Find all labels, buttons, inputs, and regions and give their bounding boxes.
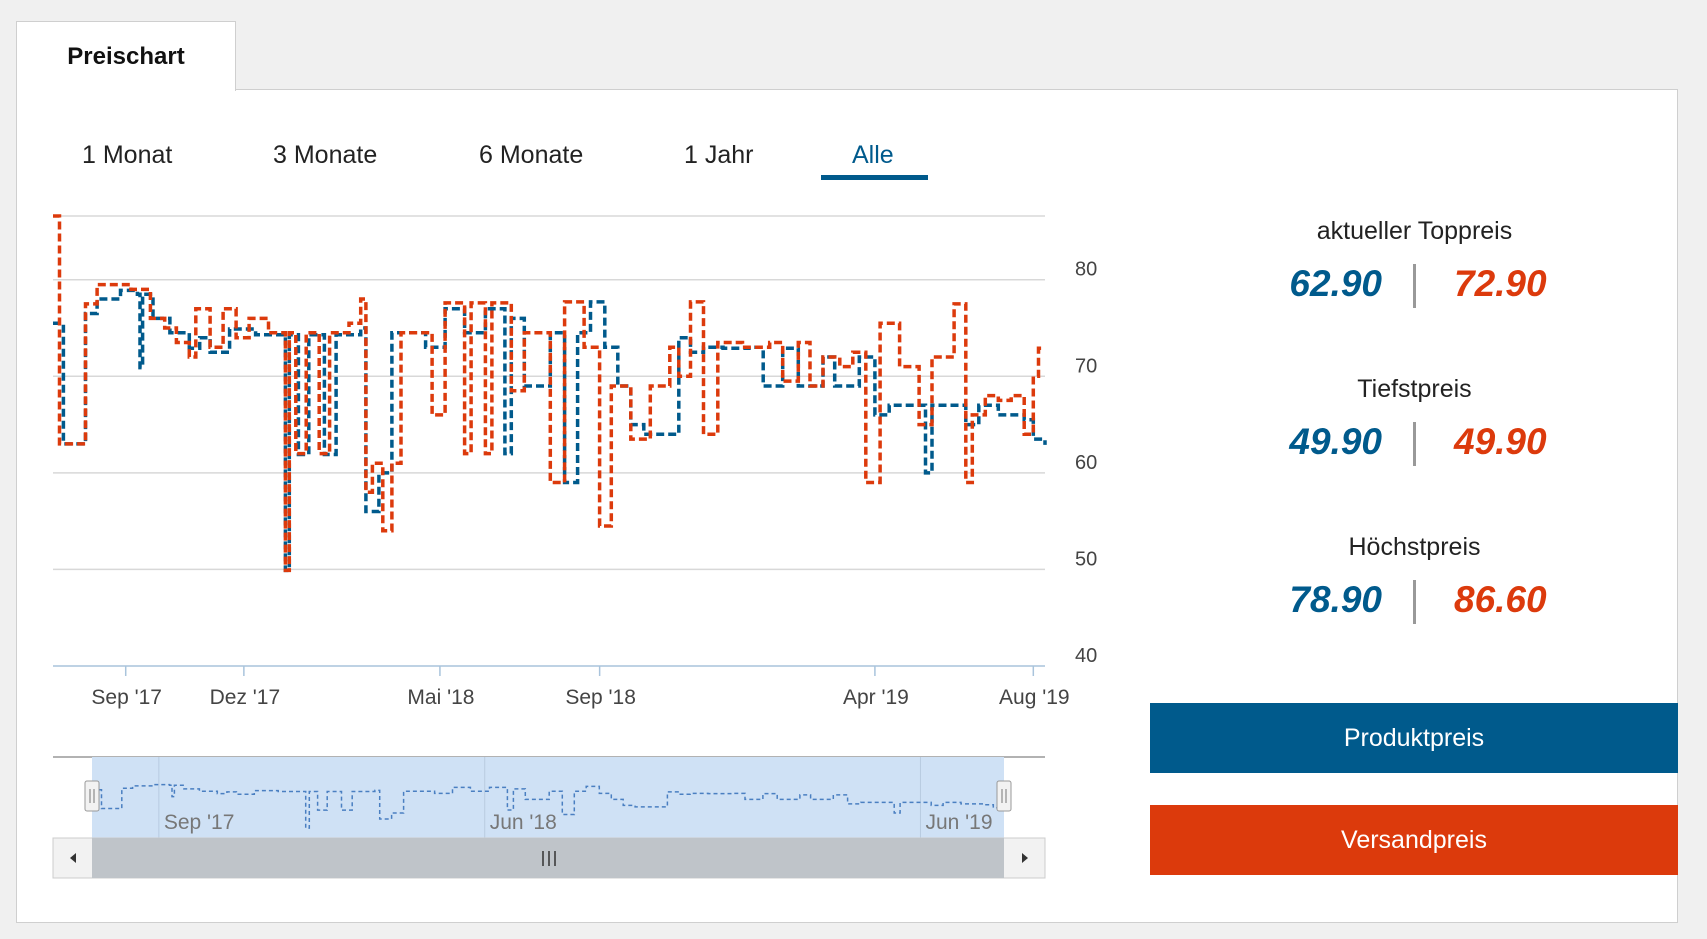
range-alle[interactable]: Alle bbox=[852, 141, 894, 169]
y-tick-label: 60 bbox=[1075, 452, 1097, 474]
active-range-indicator bbox=[821, 175, 928, 180]
versandpreis-button[interactable]: Versandpreis bbox=[1150, 805, 1678, 875]
stat-divider bbox=[1413, 580, 1416, 624]
stat-max-values: 78.90 86.60 bbox=[1152, 579, 1677, 624]
range-6-monate[interactable]: 6 Monate bbox=[479, 141, 584, 169]
series-line-produktpreis bbox=[53, 288, 1047, 573]
stat-max-shipping: 86.60 bbox=[1454, 579, 1547, 620]
stat-min-values: 49.90 49.90 bbox=[1152, 421, 1677, 466]
navigator-tick-label: Sep '17 bbox=[164, 811, 235, 834]
x-tick-label: Dez '17 bbox=[210, 686, 281, 709]
stat-current-shipping: 72.90 bbox=[1454, 263, 1547, 304]
x-tick-label: Apr '19 bbox=[843, 686, 909, 709]
y-tick-label: 50 bbox=[1075, 548, 1097, 570]
x-tick-label: Mai '18 bbox=[407, 686, 474, 709]
arrow-right-icon[interactable] bbox=[1022, 853, 1028, 863]
grip-icon[interactable] bbox=[542, 851, 556, 866]
y-tick-label: 80 bbox=[1075, 259, 1097, 281]
navigator-selection[interactable] bbox=[92, 757, 1004, 838]
scrollbar-thumb[interactable] bbox=[92, 838, 1004, 878]
range-1-monat[interactable]: 1 Monat bbox=[82, 141, 173, 169]
tab-label: Preischart bbox=[67, 42, 185, 70]
produktpreis-label: Produktpreis bbox=[1343, 723, 1485, 752]
range-1-jahr[interactable]: 1 Jahr bbox=[684, 141, 754, 169]
versandpreis-label: Versandpreis bbox=[1341, 825, 1487, 854]
stat-divider bbox=[1413, 264, 1416, 308]
y-tick-label: 70 bbox=[1075, 355, 1097, 377]
range-navigator[interactable]: Sep '17 Jun '18 Jun '19 bbox=[52, 756, 1046, 879]
range-3-monate[interactable]: 3 Monate bbox=[273, 141, 378, 169]
stat-max-title: Höchstpreis bbox=[1348, 533, 1481, 561]
stat-current-title: aktueller Toppreis bbox=[1316, 217, 1513, 245]
navigator-tick-label: Jun '18 bbox=[490, 811, 557, 834]
navigator-handle-left[interactable] bbox=[84, 780, 100, 812]
navigator-tick-label: Jun '19 bbox=[925, 811, 992, 834]
tab-preischart[interactable]: Preischart bbox=[16, 21, 236, 91]
produktpreis-button[interactable]: Produktpreis bbox=[1150, 703, 1678, 773]
y-tick-label: 40 bbox=[1075, 645, 1097, 667]
series-line-versandpreis bbox=[53, 214, 1045, 573]
stat-min-shipping: 49.90 bbox=[1454, 421, 1547, 462]
x-tick-label: Aug '19 bbox=[999, 686, 1070, 709]
arrow-left-icon[interactable] bbox=[70, 853, 76, 863]
stat-min-product: 49.90 bbox=[1289, 421, 1382, 462]
stat-current-values: 62.90 72.90 bbox=[1152, 263, 1677, 308]
stat-max-product: 78.90 bbox=[1289, 579, 1382, 620]
x-tick-label: Sep '17 bbox=[91, 686, 162, 709]
stat-current-product: 62.90 bbox=[1289, 263, 1382, 304]
x-tick-label: Sep '18 bbox=[565, 686, 636, 709]
stat-min-title: Tiefstpreis bbox=[1357, 375, 1472, 403]
navigator-handle-right[interactable] bbox=[996, 780, 1012, 812]
stat-divider bbox=[1413, 422, 1416, 466]
